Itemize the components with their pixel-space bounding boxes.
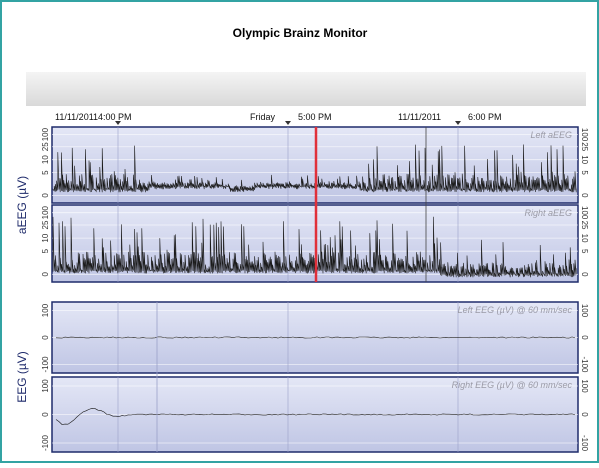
channel-label: Right aEEG — [524, 208, 572, 218]
time-marker — [285, 121, 291, 125]
waveform — [52, 144, 577, 193]
y-tick-label: 5 — [41, 170, 50, 175]
y-tick-label-right: 0 — [580, 272, 589, 277]
y-tick-label: 0 — [41, 335, 50, 340]
title: Olympic Brainz Monitor — [233, 26, 368, 40]
y-tick-label-right: 0 — [580, 193, 589, 198]
time-marker — [115, 121, 121, 125]
time-marker — [455, 121, 461, 125]
y-tick-label-right: 100 — [580, 206, 589, 220]
y-tick-label-right: 25 — [580, 221, 589, 230]
channel-label: Left EEG (µV) @ 60 mm/sec — [458, 305, 573, 315]
y-tick-label-right: 5 — [580, 249, 589, 254]
waveform — [52, 216, 577, 278]
y-tick-label-right: 25 — [580, 142, 589, 151]
channel-label: Right EEG (µV) @ 60 mm/sec — [452, 380, 573, 390]
waveform — [55, 336, 576, 339]
y-tick-label: -100 — [41, 356, 50, 373]
waveform — [55, 407, 576, 425]
time-label: 5:00 PM — [298, 112, 332, 122]
y-tick-label: 5 — [41, 248, 50, 253]
y-tick-label: 100 — [41, 127, 50, 141]
y-tick-label-right: 5 — [580, 170, 589, 175]
y-tick-label: 0 — [41, 272, 50, 277]
toolbar-band — [26, 72, 586, 106]
y-tick-label-right: 0 — [580, 412, 589, 417]
y-tick-label: 100 — [41, 379, 50, 393]
y-tick-label-right: -100 — [580, 435, 589, 452]
y-tick-label: 25 — [41, 142, 50, 151]
y-tick-label-right: 100 — [580, 379, 589, 393]
y-tick-label: 100 — [41, 205, 50, 219]
y-tick-label-right: -100 — [580, 356, 589, 373]
y-tick-label: 0 — [41, 412, 50, 417]
y-tick-label: 10 — [41, 233, 50, 242]
charts: 11/11/2011 4:00 PM Friday 5:00 PM 11/11/2011… — [15, 112, 589, 453]
time-date: Friday — [250, 112, 276, 122]
y-tick-label-right: 10 — [580, 234, 589, 243]
y-tick-label-right: 0 — [580, 335, 589, 340]
y-tick-label: -100 — [41, 434, 50, 451]
time-label: 4:00 PM — [98, 112, 132, 122]
y-tick-label: 100 — [41, 303, 50, 317]
channel-label: Left aEEG — [530, 130, 572, 140]
y-tick-label-right: 10 — [580, 155, 589, 164]
y-tick-label-right: 100 — [580, 304, 589, 318]
axis-label: EEG (µV) — [15, 351, 29, 403]
axis-label: aEEG (µV) — [15, 176, 29, 234]
y-tick-label: 25 — [41, 220, 50, 229]
y-tick-label: 0 — [41, 193, 50, 198]
y-tick-label: 10 — [41, 155, 50, 164]
time-date: 11/11/2011 — [398, 112, 441, 122]
time-date: 11/11/2011 — [55, 112, 98, 122]
y-tick-label-right: 100 — [580, 128, 589, 142]
time-label: 6:00 PM — [468, 112, 502, 122]
